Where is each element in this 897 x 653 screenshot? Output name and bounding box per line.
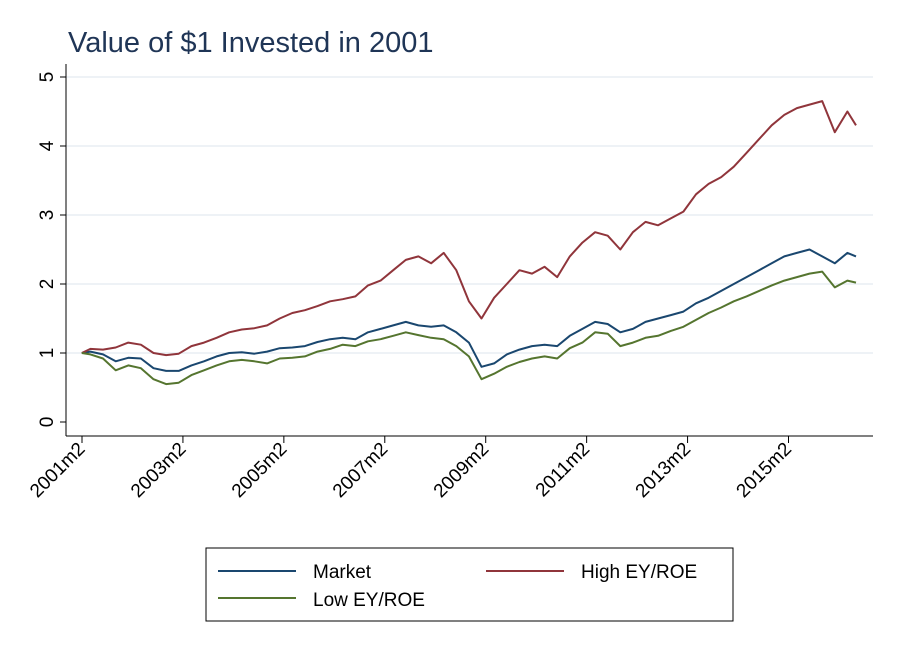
y-tick-label: 2 [37, 279, 58, 290]
y-axis: 0 1 2 3 4 5 [37, 64, 67, 436]
legend-label-high-ey-roe: High EY/ROE [581, 562, 697, 583]
x-tick-label: 2009m2 [430, 439, 493, 502]
grid-lines [66, 76, 873, 354]
y-tick-label: 0 [37, 417, 58, 428]
legend-label-low-ey-roe: Low EY/ROE [313, 590, 425, 611]
y-tick-label: 1 [37, 348, 58, 359]
x-axis: 2001m2 2003m2 2005m2 2007m2 2009m2 2011m2 2013… [26, 435, 873, 502]
series-lines [81, 100, 857, 386]
y-tick-label: 3 [37, 210, 58, 221]
x-tick-label: 2005m2 [228, 439, 291, 502]
legend-box [205, 547, 734, 622]
legend: Market High EY/ROE Low EY/ROE [205, 547, 734, 622]
series-line-low-ey-roe [81, 270, 857, 386]
x-tick-label: 2001m2 [26, 439, 89, 502]
x-tick-label: 2015m2 [733, 439, 796, 502]
series-line-high-ey-roe [81, 100, 857, 357]
x-tick-label: 2007m2 [329, 439, 392, 502]
legend-label-market: Market [313, 562, 372, 583]
x-tick-label: 2003m2 [127, 439, 190, 502]
chart-title: Value of $1 Invested in 2001 [68, 27, 433, 59]
y-tick-label: 5 [37, 72, 58, 83]
series-line-market [81, 248, 857, 372]
x-tick-label: 2013m2 [632, 439, 695, 502]
x-tick-label: 2011m2 [532, 439, 594, 501]
y-tick-label: 4 [37, 140, 58, 151]
